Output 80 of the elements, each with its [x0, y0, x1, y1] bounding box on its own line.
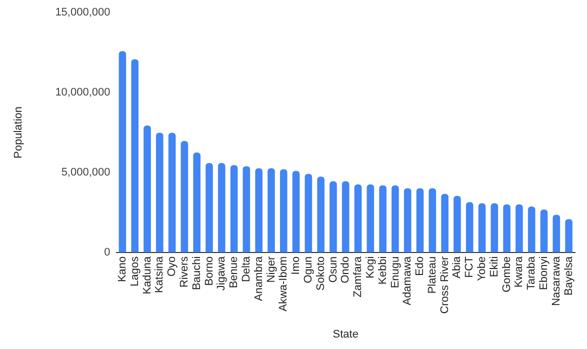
- x-tick-label: Niger: [265, 256, 278, 283]
- bar: [317, 176, 324, 252]
- y-tick-label: 15,000,000: [55, 6, 110, 19]
- x-tick-label: Borno: [203, 256, 216, 286]
- bar: [206, 163, 213, 252]
- x-tick-label: Ogun: [302, 256, 314, 284]
- x-tick-label: Zamfara: [352, 255, 364, 298]
- x-tick-label: Plateau: [426, 256, 438, 294]
- bar: [454, 196, 461, 252]
- y-axis-title: Population: [12, 106, 25, 158]
- bar: [118, 51, 126, 252]
- x-tick-label: Kebbi: [376, 256, 389, 284]
- bar: [242, 166, 250, 252]
- bar: [379, 185, 386, 252]
- bar: [478, 203, 486, 252]
- bar: [292, 170, 300, 252]
- x-tick-label: Bauchi: [190, 256, 203, 290]
- bar: [230, 165, 238, 252]
- bar: [540, 210, 548, 252]
- bar: [404, 188, 412, 252]
- bar: [304, 174, 312, 252]
- bar: [392, 185, 399, 252]
- bar: [193, 152, 200, 252]
- x-tick-label: Delta: [240, 255, 252, 282]
- bar: [528, 206, 536, 252]
- y-tick-label: 5,000,000: [61, 166, 110, 178]
- x-tick-label: Gombe: [500, 256, 513, 292]
- bar: [441, 194, 448, 252]
- x-tick-label: Ebonyi: [538, 256, 550, 290]
- bar: [428, 188, 436, 252]
- bar: [565, 219, 572, 252]
- x-tick-label: Rivers: [178, 256, 190, 288]
- x-tick-label: Benue: [228, 256, 240, 288]
- y-tick-label: 0: [104, 246, 110, 258]
- x-tick-label: Abia: [451, 255, 464, 278]
- x-tick-label: Kwara: [513, 255, 526, 288]
- x-tick-label: FCT: [464, 256, 476, 278]
- x-tick-label: Osun: [327, 256, 340, 283]
- bar: [255, 168, 262, 252]
- y-tick-label: 10,000,000: [55, 86, 110, 99]
- x-tick-label: Taraba: [526, 255, 538, 290]
- bar: [180, 140, 188, 252]
- x-tick-label: Katsina: [154, 255, 166, 294]
- x-tick-label: Kano: [116, 256, 128, 282]
- x-tick-label: Yobe: [476, 256, 488, 282]
- bar: [330, 181, 337, 252]
- bar: [168, 132, 176, 252]
- bar: [131, 59, 139, 252]
- bar: [354, 184, 362, 252]
- x-tick-label: Bayelsa: [562, 255, 575, 296]
- bar: [366, 184, 374, 252]
- x-tick-label: Jigawa: [216, 255, 228, 291]
- x-tick-label: Anambra: [252, 255, 265, 301]
- bar: [503, 204, 510, 252]
- x-tick-label: Lagos: [128, 256, 141, 286]
- x-tick-label: Kaduna: [141, 255, 154, 294]
- bar: [416, 188, 424, 252]
- bar: [218, 163, 226, 252]
- bar: [342, 181, 350, 252]
- x-tick-label: Sokoto: [314, 256, 327, 291]
- x-tick-label: Kogi: [364, 256, 376, 278]
- x-tick-label: Nasarawa: [550, 255, 562, 306]
- x-tick-label: Akwa-Ibom: [278, 256, 290, 312]
- bar: [156, 132, 164, 252]
- x-tick-label: Ekiti: [488, 256, 500, 278]
- bar: [268, 168, 275, 252]
- x-tick-label: Adamawa: [402, 255, 414, 306]
- bar: [280, 169, 288, 252]
- x-tick-label: Imo: [290, 256, 302, 275]
- bar: [466, 202, 474, 252]
- x-tick-label: Edo: [414, 256, 426, 276]
- x-tick-label: Enugu: [389, 256, 402, 288]
- x-axis-title: State: [332, 328, 358, 340]
- x-tick-label: Oyo: [166, 256, 178, 277]
- bar: [490, 203, 498, 252]
- bar: [144, 125, 151, 252]
- x-tick-label: Ondo: [340, 256, 352, 284]
- bar: [516, 204, 523, 252]
- bar: [552, 214, 560, 252]
- x-tick-label: Cross River: [438, 256, 451, 314]
